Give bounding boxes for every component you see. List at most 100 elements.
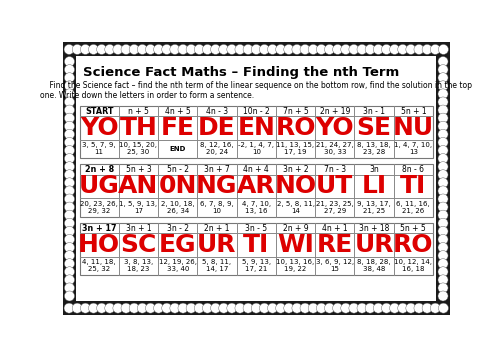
Text: 3n + 2: 3n + 2 — [282, 165, 308, 174]
Text: 7n - 3: 7n - 3 — [324, 165, 346, 174]
Text: 20, 23, 26,
29, 32: 20, 23, 26, 29, 32 — [80, 201, 118, 214]
Text: 1, 5, 9, 13,
17: 1, 5, 9, 13, 17 — [120, 201, 158, 214]
Circle shape — [104, 303, 115, 313]
Circle shape — [138, 44, 147, 55]
Text: 5, 8, 11,
14, 17: 5, 8, 11, 14, 17 — [202, 259, 232, 272]
Circle shape — [438, 303, 448, 313]
Circle shape — [194, 44, 204, 55]
Circle shape — [438, 210, 448, 220]
Circle shape — [316, 303, 326, 313]
Circle shape — [300, 303, 310, 313]
Circle shape — [64, 234, 74, 244]
Text: 6, 11, 16,
21, 26: 6, 11, 16, 21, 26 — [396, 201, 430, 214]
Circle shape — [340, 44, 351, 55]
Text: 10, 12, 14,
16, 18: 10, 12, 14, 16, 18 — [394, 259, 432, 272]
Circle shape — [178, 44, 188, 55]
Circle shape — [162, 44, 172, 55]
Text: DE: DE — [198, 116, 236, 140]
Circle shape — [162, 303, 172, 313]
Circle shape — [422, 303, 432, 313]
Text: 2n + 9: 2n + 9 — [282, 223, 308, 233]
Text: 2, 10, 18,
26, 34: 2, 10, 18, 26, 34 — [161, 201, 194, 214]
Circle shape — [438, 81, 448, 91]
Circle shape — [64, 194, 74, 204]
Text: 3n + 7: 3n + 7 — [204, 165, 230, 174]
Circle shape — [146, 303, 156, 313]
Text: YO: YO — [80, 116, 118, 140]
Circle shape — [64, 154, 74, 164]
Text: TI: TI — [243, 233, 270, 257]
Circle shape — [64, 291, 74, 301]
Text: LI: LI — [362, 175, 386, 199]
Circle shape — [80, 44, 90, 55]
Circle shape — [186, 44, 196, 55]
Circle shape — [170, 303, 180, 313]
Circle shape — [438, 267, 448, 277]
Text: AR: AR — [237, 175, 276, 199]
Text: YO: YO — [316, 116, 354, 140]
Circle shape — [292, 303, 302, 313]
Circle shape — [324, 303, 334, 313]
Circle shape — [178, 303, 188, 313]
Text: END: END — [170, 146, 186, 152]
Circle shape — [64, 242, 74, 252]
Circle shape — [235, 303, 245, 313]
Text: 4n + 1: 4n + 1 — [322, 223, 347, 233]
Circle shape — [284, 44, 294, 55]
Circle shape — [438, 242, 448, 252]
Circle shape — [64, 89, 74, 99]
Text: RO: RO — [393, 233, 434, 257]
Circle shape — [438, 283, 448, 293]
Text: SE: SE — [356, 116, 392, 140]
Circle shape — [64, 65, 74, 75]
Circle shape — [64, 202, 74, 212]
Circle shape — [227, 303, 237, 313]
Circle shape — [390, 303, 400, 313]
Text: 3, 6, 9, 12,
15: 3, 6, 9, 12, 15 — [316, 259, 354, 272]
Text: TH: TH — [120, 116, 158, 140]
Circle shape — [414, 303, 424, 313]
Circle shape — [438, 89, 448, 99]
Circle shape — [430, 44, 440, 55]
Circle shape — [129, 44, 139, 55]
Circle shape — [72, 303, 83, 313]
Circle shape — [316, 44, 326, 55]
Circle shape — [227, 44, 237, 55]
Circle shape — [365, 44, 375, 55]
Circle shape — [64, 129, 74, 139]
Text: UG: UG — [78, 175, 120, 199]
Text: FE: FE — [160, 116, 194, 140]
Circle shape — [243, 44, 253, 55]
Text: EN: EN — [238, 116, 275, 140]
Circle shape — [374, 44, 384, 55]
Circle shape — [382, 44, 392, 55]
Text: AN: AN — [118, 175, 158, 199]
Text: 10, 13, 16,
19, 22: 10, 13, 16, 19, 22 — [276, 259, 314, 272]
Text: START: START — [85, 107, 114, 115]
Text: 2, 5, 8, 11,
14: 2, 5, 8, 11, 14 — [276, 201, 314, 214]
Text: -2, 1, 4, 7,
10: -2, 1, 4, 7, 10 — [238, 142, 274, 155]
Circle shape — [365, 303, 375, 313]
Text: 11, 13, 15,
17, 19: 11, 13, 15, 17, 19 — [276, 142, 314, 155]
Text: 12, 19, 26,
33, 40: 12, 19, 26, 33, 40 — [158, 259, 196, 272]
FancyBboxPatch shape — [62, 42, 450, 56]
Circle shape — [186, 303, 196, 313]
Circle shape — [308, 44, 318, 55]
Text: 2n + 1: 2n + 1 — [204, 223, 230, 233]
Circle shape — [64, 226, 74, 236]
Text: WI: WI — [277, 233, 314, 257]
Circle shape — [438, 170, 448, 180]
Circle shape — [154, 303, 164, 313]
Circle shape — [146, 44, 156, 55]
Circle shape — [64, 275, 74, 285]
Circle shape — [438, 251, 448, 261]
Circle shape — [96, 44, 106, 55]
Circle shape — [64, 178, 74, 188]
Text: 21, 24, 27,
30, 33: 21, 24, 27, 30, 33 — [316, 142, 354, 155]
Circle shape — [64, 121, 74, 131]
Circle shape — [154, 44, 164, 55]
Circle shape — [268, 44, 278, 55]
Circle shape — [332, 44, 342, 55]
Circle shape — [438, 218, 448, 228]
FancyBboxPatch shape — [62, 301, 450, 315]
